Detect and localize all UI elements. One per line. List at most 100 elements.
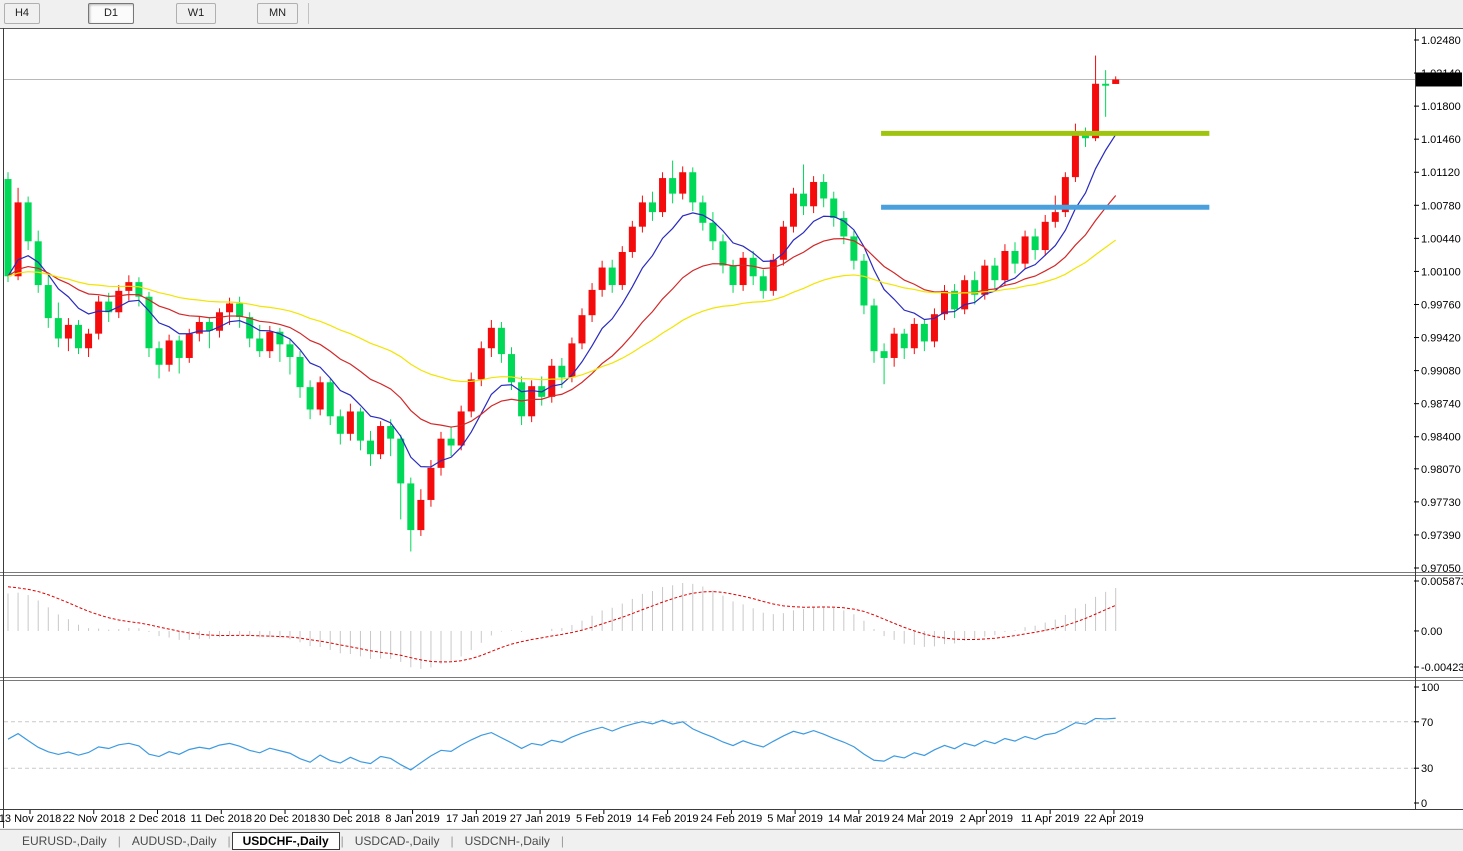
price-tick-label: 0.97390 [1421,530,1461,542]
timeframe-button-d1[interactable]: D1 [88,3,134,24]
candle-body [165,340,173,365]
candle-body [346,411,354,434]
candle-body [951,290,959,310]
date-label: 20 Dec 2018 [254,813,316,825]
candle-body [820,181,828,199]
timeframe-button-w1[interactable]: W1 [176,3,216,24]
candle-body [548,365,556,397]
candle-body [266,331,274,352]
price-tick-label: 0.99420 [1421,333,1461,345]
price-tick-label: 0.98400 [1421,432,1461,444]
candle-body [981,265,989,295]
date-label: 13 Nov 2018 [0,813,61,825]
candle-body [115,290,123,313]
timeframe-button-mn[interactable]: MN [257,3,298,24]
candle-body [175,340,183,358]
chart-tab-usdchf[interactable]: USDCHF-,Daily [231,831,340,850]
candle-body [407,483,415,531]
candle-body [800,193,808,207]
candle-body [367,440,375,455]
date-label: 2 Dec 2018 [129,813,185,825]
rsi-line [7,717,1116,771]
candle-body [497,327,505,355]
candle-body [95,301,103,334]
current-price-badge [1416,72,1462,87]
candle-body [1102,83,1110,86]
price-tick-label: 0.97050 [1421,563,1461,575]
candle-body [4,179,12,277]
candle-body [1051,212,1059,222]
candle-body [477,348,485,380]
date-label: 14 Feb 2019 [637,813,699,825]
candle-body [558,365,566,378]
chart-tab-eurusd[interactable]: EURUSD-,Daily [22,833,107,848]
candle-body [709,222,717,242]
chart-tab-usdcnh[interactable]: USDCNH-,Daily [464,833,550,848]
candle-body [830,198,838,218]
candle-body [437,438,445,468]
candle-body [135,282,143,297]
rsi-tick-label: 0 [1421,798,1427,810]
candle-body [417,499,425,531]
candle-body [1011,251,1019,264]
date-label: 2 Apr 2019 [960,813,1013,825]
candle-body [286,344,294,357]
date-label: 30 Dec 2018 [318,813,380,825]
candle-body [739,257,747,286]
candle-body [306,387,314,410]
chart-background [0,28,1463,828]
candle-body [789,193,797,227]
candle-body [145,296,153,349]
price-tick-label: 1.00780 [1421,200,1461,212]
candle-body [276,331,284,345]
candle-body [1031,236,1039,251]
candle-body [215,312,223,331]
candle-body [689,172,697,203]
candle-body [205,321,213,331]
candle-body [1092,83,1100,139]
candle-body [779,226,787,260]
price-tick-label: 1.01120 [1421,167,1460,179]
rsi-tick-label: 100 [1421,682,1439,694]
ma-slow-line [7,239,1117,383]
candle-body [457,411,465,446]
candle-body [961,280,969,310]
candle-body [246,317,254,339]
candle-body [850,236,858,261]
candle-body [729,265,737,286]
timeframe-button-h4[interactable]: H4 [4,3,40,24]
candle-body [669,178,677,194]
chart-tab-audusd[interactable]: AUDUSD-,Daily [131,833,217,848]
tab-divider: | [117,833,121,848]
candle-body [719,241,727,266]
date-label: 24 Feb 2019 [700,813,762,825]
date-label: 8 Jan 2019 [385,813,439,825]
candle-body [1061,177,1069,213]
candle-body [971,280,979,295]
candle-body [578,315,586,344]
candle-body [699,202,707,223]
candle-body [1112,79,1120,84]
candle-body [356,411,364,441]
price-tick-label: 0.97730 [1421,497,1461,509]
candle-body [487,327,495,349]
candle-body [880,351,888,358]
candle-body [397,438,405,484]
tab-divider: | [560,833,565,848]
candle-body [296,356,304,388]
chart-tab-usdcad[interactable]: USDCAD-,Daily [354,833,440,848]
candle-body [528,386,536,417]
candle-body [467,379,475,412]
candle-body [890,333,898,358]
date-label: 11 Apr 2019 [1021,813,1080,825]
candle-body [336,416,344,434]
candle-body [568,343,576,378]
toolbar-separator [308,3,309,24]
candle-body [1041,221,1049,251]
date-label: 5 Mar 2019 [767,813,823,825]
macd-tick-label: 0.00 [1421,626,1442,638]
candle-body [24,202,32,242]
candle-body [941,290,949,315]
candle-body [769,259,777,291]
